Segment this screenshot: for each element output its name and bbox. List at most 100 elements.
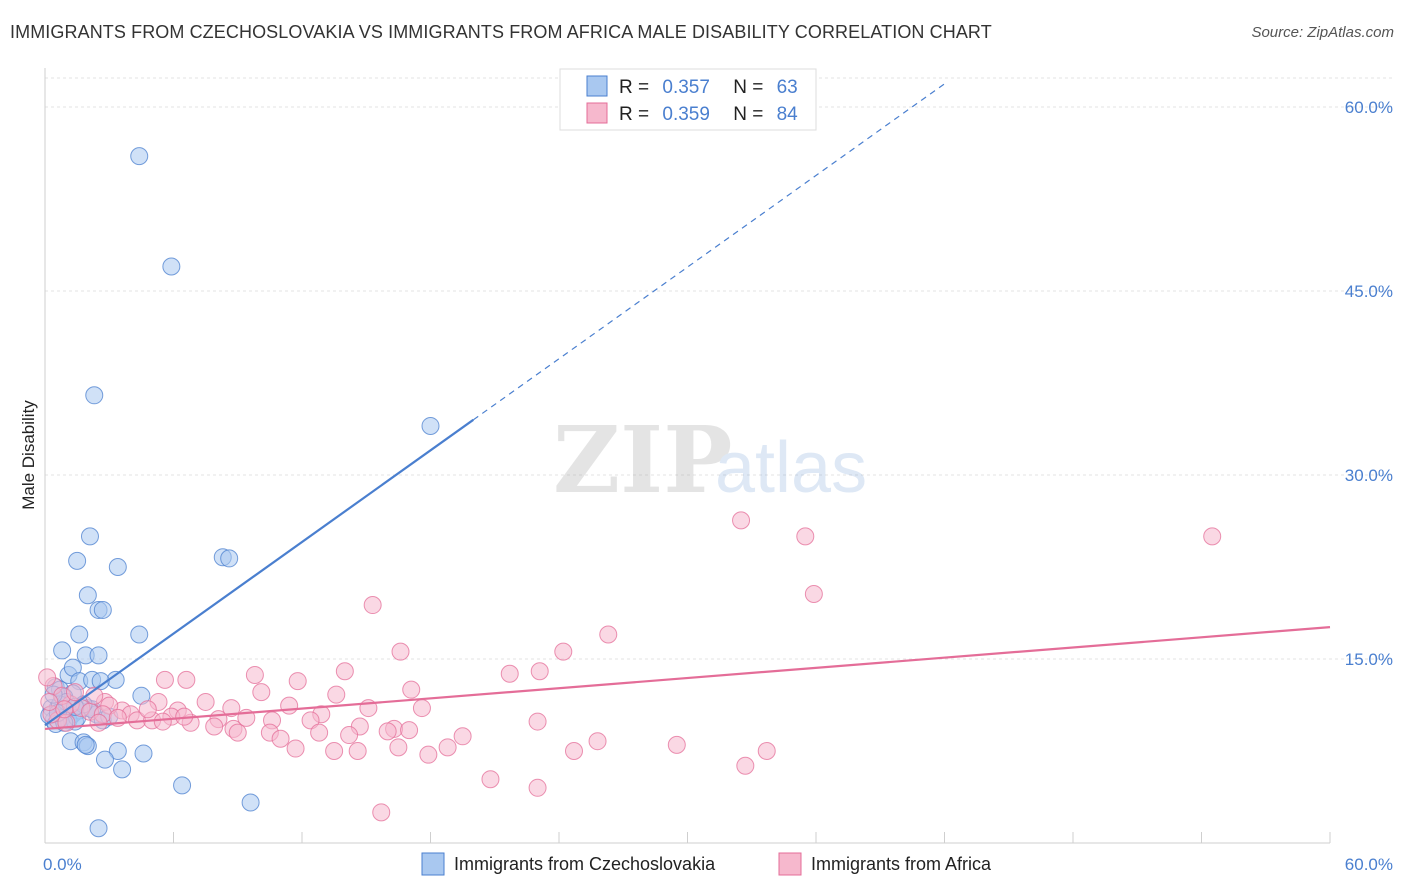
- gridlines: [45, 77, 1393, 660]
- data-point: [89, 819, 108, 838]
- data-point: [76, 735, 95, 754]
- legend-row-0: R = 0.357 N = 63: [619, 77, 798, 98]
- data-point: [205, 717, 224, 736]
- data-point: [419, 745, 438, 764]
- data-point: [363, 596, 382, 615]
- data-point: [412, 699, 431, 718]
- data-point: [757, 742, 776, 761]
- data-point: [736, 756, 755, 775]
- data-point: [93, 600, 112, 619]
- legend-r-label-0: R =: [619, 77, 649, 98]
- data-point: [89, 713, 108, 732]
- data-point: [177, 670, 196, 689]
- data-point: [554, 642, 573, 661]
- x-tick-label-max: 60.0%: [1345, 855, 1393, 874]
- data-point: [667, 735, 686, 754]
- trend-line-africa: [44, 626, 1331, 731]
- trend-lines: [44, 83, 1331, 731]
- data-point: [288, 672, 307, 691]
- trend-line-czechoslovakia-extension: [472, 83, 945, 421]
- data-point: [327, 685, 346, 704]
- data-point: [155, 670, 174, 689]
- y-tick-label: 45.0%: [1345, 282, 1393, 301]
- data-point: [222, 699, 241, 718]
- data-point: [421, 416, 440, 435]
- watermark-zip: ZIP: [553, 406, 732, 514]
- data-point: [301, 711, 320, 730]
- x-tick-label-min: 0.0%: [43, 855, 82, 874]
- data-point: [372, 803, 391, 822]
- data-point: [78, 586, 97, 605]
- watermark: ZIP atlas: [553, 406, 867, 514]
- data-point: [1203, 527, 1222, 546]
- data-point: [335, 662, 354, 681]
- data-point: [271, 729, 290, 748]
- data-point: [325, 742, 344, 761]
- data-point: [153, 712, 172, 731]
- data-point: [599, 625, 618, 644]
- data-point: [530, 662, 549, 681]
- legend-swatch-blue: [586, 75, 608, 97]
- data-point: [220, 549, 239, 568]
- legend-swatch-pink: [586, 102, 608, 124]
- data-point: [804, 584, 823, 603]
- data-point: [89, 646, 108, 665]
- data-point: [348, 742, 367, 761]
- data-point: [70, 625, 89, 644]
- data-point: [40, 692, 59, 711]
- legend-n-value-0: 63: [777, 77, 798, 98]
- data-point: [402, 680, 421, 699]
- data-point: [53, 641, 72, 660]
- data-point: [196, 692, 215, 711]
- data-point: [68, 551, 87, 570]
- data-point: [134, 744, 153, 763]
- series-africa: [38, 511, 1222, 822]
- data-point: [108, 742, 127, 761]
- data-point: [528, 712, 547, 731]
- data-point: [481, 770, 500, 789]
- x-ticks: [44, 832, 1331, 843]
- data-point: [138, 700, 157, 719]
- data-point: [391, 642, 410, 661]
- data-point: [241, 793, 260, 812]
- legend-r-value-0: 0.357: [662, 77, 710, 98]
- legend-n-value-1: 84: [777, 104, 799, 125]
- data-point: [130, 625, 149, 644]
- source-credit: Source: ZipAtlas.com: [1251, 24, 1394, 41]
- legend-row-1: R = 0.359 N = 84: [619, 104, 798, 125]
- data-point: [588, 732, 607, 751]
- data-point: [453, 727, 472, 746]
- data-point: [732, 511, 751, 530]
- data-point: [173, 776, 192, 795]
- data-point: [310, 723, 329, 742]
- data-point: [500, 664, 519, 683]
- data-point: [564, 742, 583, 761]
- data-point: [286, 739, 305, 758]
- data-point: [85, 386, 104, 405]
- bottom-legend-label-czechoslovakia: Immigrants from Czechoslovakia: [454, 854, 716, 874]
- data-point: [378, 722, 397, 741]
- y-axis-label: Male Disability: [19, 400, 38, 510]
- data-point: [130, 147, 149, 166]
- data-point: [80, 527, 99, 546]
- data-point: [796, 527, 815, 546]
- legend-n-label-1: N =: [733, 104, 763, 125]
- y-tick-labels: 15.0% 30.0% 45.0% 60.0%: [1345, 98, 1393, 669]
- bottom-legend-label-africa: Immigrants from Africa: [811, 854, 992, 874]
- data-point: [280, 696, 299, 715]
- bottom-legend-swatch-blue: [421, 852, 445, 876]
- trend-line-czechoslovakia: [44, 418, 474, 727]
- data-point: [389, 738, 408, 757]
- data-point: [95, 750, 114, 769]
- data-point: [252, 683, 271, 702]
- data-point: [113, 760, 132, 779]
- legend-r-value-1: 0.359: [662, 104, 710, 125]
- y-tick-label: 15.0%: [1345, 650, 1393, 669]
- data-point: [38, 668, 57, 687]
- y-tick-label: 60.0%: [1345, 98, 1393, 117]
- data-point: [65, 683, 84, 702]
- y-tick-label: 30.0%: [1345, 466, 1393, 485]
- series-legend: Immigrants from Czechoslovakia Immigrant…: [421, 852, 992, 876]
- watermark-atlas: atlas: [715, 428, 867, 508]
